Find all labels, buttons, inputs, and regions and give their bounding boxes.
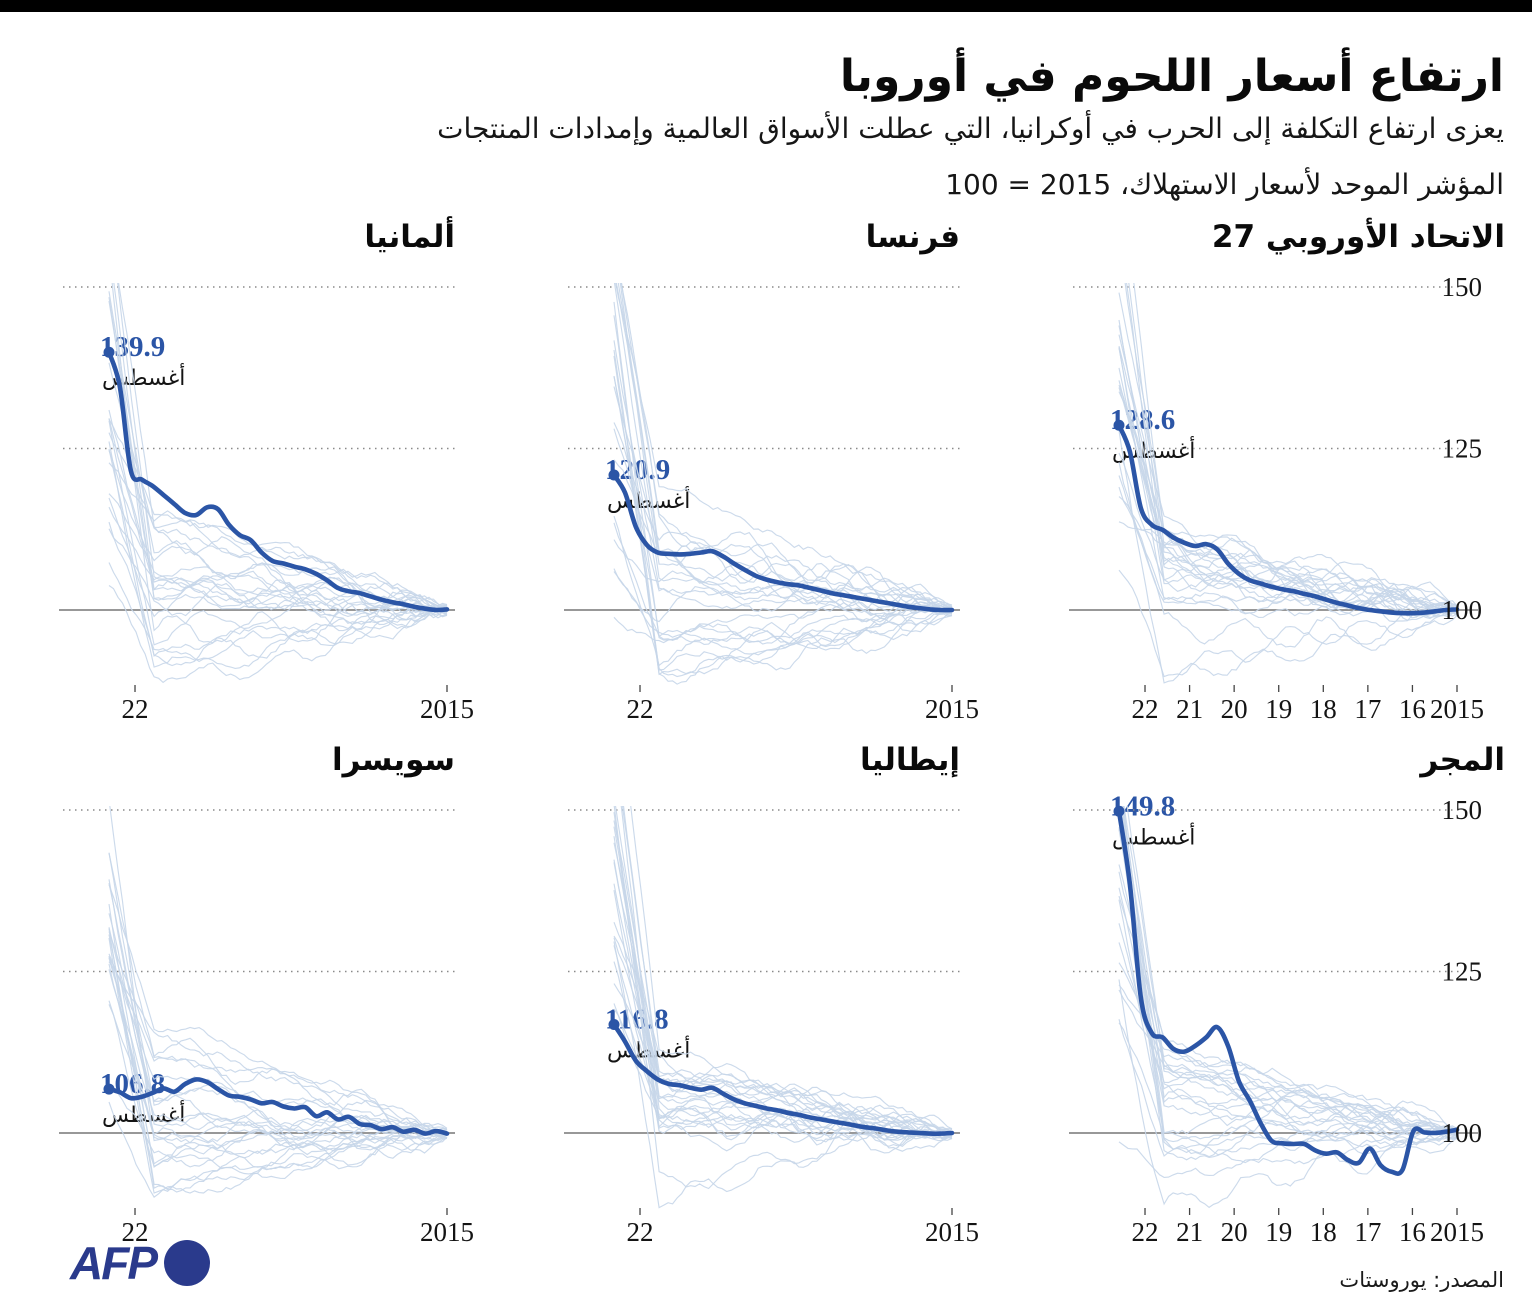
panel-title-germany: ألمانيا [364, 219, 455, 255]
peak-dot [1113, 419, 1125, 431]
y-tick-label: 100 [1442, 1118, 1483, 1148]
index-note: المؤشر الموحد لأسعار الاستهلاك، 2015 = 1… [945, 168, 1504, 201]
afp-logo: AFP [70, 1240, 210, 1286]
panel-title-italy: إيطاليا [859, 742, 960, 778]
x-tick-label: 22 [1132, 1217, 1159, 1247]
x-tick-label: 19 [1265, 694, 1292, 724]
x-tick-label: 22 [627, 694, 654, 724]
top-black-bar [0, 0, 1532, 12]
x-tick-label: 2015 [1430, 694, 1484, 724]
x-tick-label: 16 [1399, 694, 1426, 724]
peak-dot [608, 469, 620, 481]
line-chart-switzerland: 106.8 أغسطس 22 2015 [59, 806, 474, 1247]
x-tick-label: 22 [1132, 694, 1159, 724]
peak-dot [608, 1018, 620, 1030]
afp-logo-text: AFP [70, 1237, 158, 1289]
x-tick-label: 21 [1176, 1217, 1203, 1247]
y-tick-label: 125 [1442, 957, 1483, 987]
meat-price-line [1116, 422, 1460, 616]
page-subtitle: يعزى ارتفاع التكلفة إلى الحرب في أوكراني… [437, 112, 1504, 145]
line-chart-france: 120.9 أغسطس 22 2015 [564, 283, 979, 724]
x-tick-label: 22 [627, 1217, 654, 1247]
line-chart-germany: 139.9 أغسطس 22 2015 [59, 283, 474, 724]
peak-dot [1113, 805, 1125, 817]
x-tick-label: 17 [1354, 694, 1381, 724]
x-tick-label: 21 [1176, 694, 1203, 724]
x-tick-label: 20 [1221, 1217, 1248, 1247]
x-tick-label: 18 [1310, 1217, 1337, 1247]
x-tick-label: 2015 [925, 694, 979, 724]
y-tick-label: 100 [1442, 595, 1483, 625]
meat-price-line [611, 1022, 955, 1137]
panel-title-hungary: المجر [1420, 742, 1505, 778]
x-tick-label: 2015 [420, 694, 474, 724]
panel-title-eu27: الاتحاد الأوروبي 27 [1211, 219, 1505, 255]
x-tick-label: 2015 [1430, 1217, 1484, 1247]
meat-price-line [106, 349, 450, 613]
chart-panel-hungary: المجر 149.8 أغسطس 22 21 20 19 18 17 16 2015 150 1… [1045, 742, 1525, 1268]
x-tick-label: 20 [1221, 694, 1248, 724]
x-tick-label: 16 [1399, 1217, 1426, 1247]
chart-panel-italy: إيطاليا 116.8 أغسطس 22 2015 [540, 742, 1020, 1268]
background-strands [108, 283, 448, 684]
panel-title-france: فرنسا [865, 219, 960, 255]
meat-price-line [106, 1077, 450, 1136]
x-tick-label: 22 [122, 1217, 149, 1247]
x-tick-label: 19 [1265, 1217, 1292, 1247]
x-tick-label: 22 [122, 694, 149, 724]
peak-dot [103, 1083, 115, 1095]
chart-panel-germany: ألمانيا 139.9 أغسطس 22 2015 [35, 219, 515, 745]
x-tick-label: 18 [1310, 694, 1337, 724]
x-tick-label: 17 [1354, 1217, 1381, 1247]
source-credit: المصدر: يوروستات [1339, 1268, 1504, 1292]
y-tick-label: 150 [1442, 272, 1483, 302]
background-strands [108, 806, 448, 1198]
page-title: ارتفاع أسعار اللحوم في أوروبا [839, 51, 1504, 103]
y-tick-label: 125 [1442, 434, 1483, 464]
meat-price-line [1116, 809, 1460, 1176]
chart-panel-france: فرنسا 120.9 أغسطس 22 2015 [540, 219, 1020, 745]
peak-dot [103, 346, 115, 358]
y-tick-label: 150 [1442, 795, 1483, 825]
x-tick-label: 2015 [420, 1217, 474, 1247]
line-chart-italy: 116.8 أغسطس 22 2015 [564, 806, 979, 1247]
meat-price-line [611, 472, 955, 613]
afp-logo-circle-icon [164, 1240, 210, 1286]
x-tick-label: 2015 [925, 1217, 979, 1247]
panel-title-switzerland: سويسرا [331, 742, 455, 778]
chart-panel-eu27: الاتحاد الأوروبي 27 128.6 أغسطس 22 21 20 19… [1045, 219, 1525, 745]
chart-panel-switzerland: سويسرا 106.8 أغسطس 22 2015 [35, 742, 515, 1268]
